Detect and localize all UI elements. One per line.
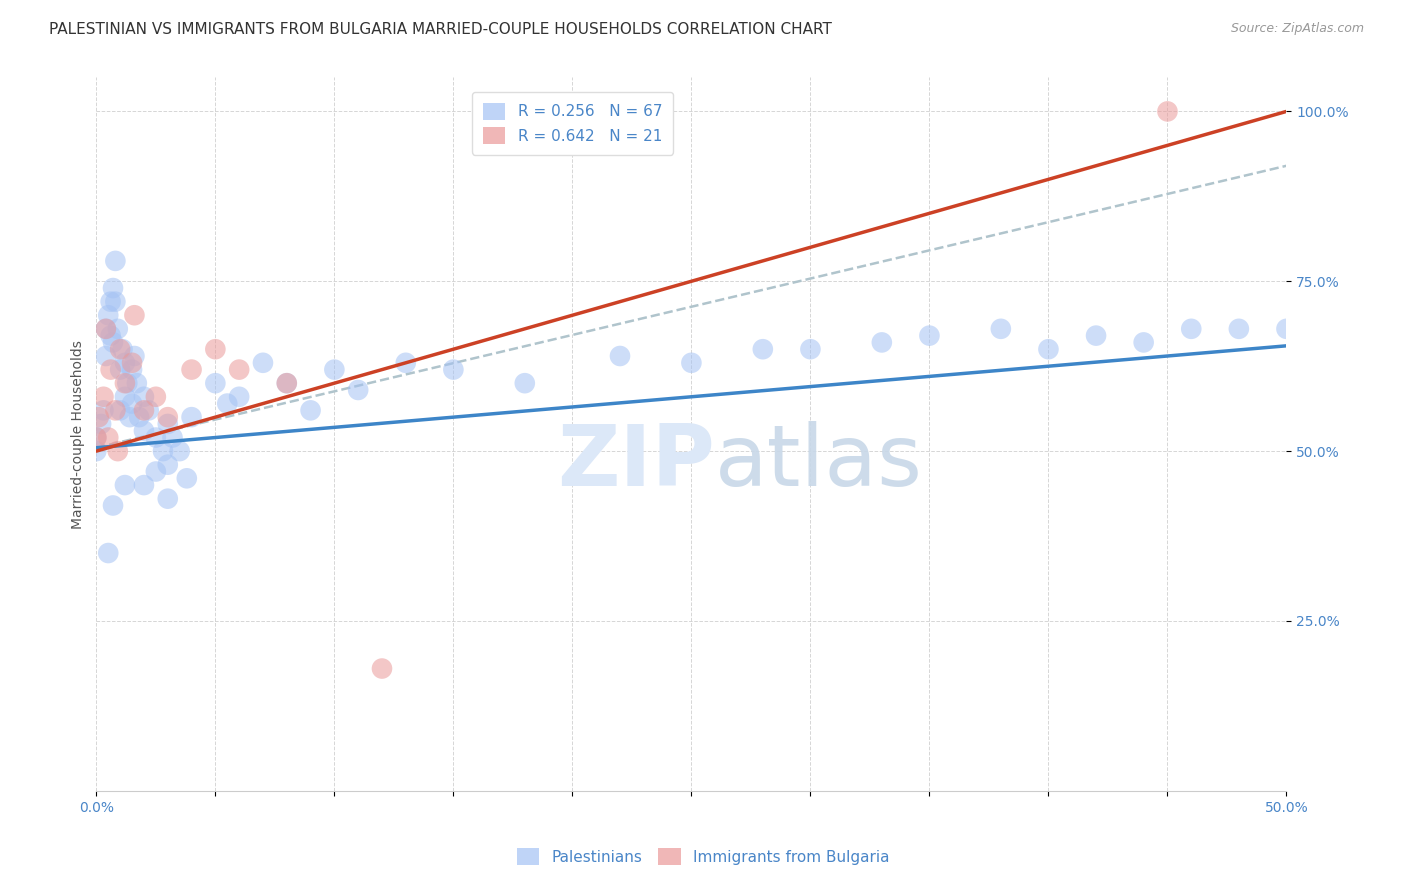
Point	[97, 308, 120, 322]
Point	[132, 390, 155, 404]
Point	[114, 376, 136, 391]
Point	[180, 410, 202, 425]
Point	[204, 342, 226, 356]
Point	[101, 499, 124, 513]
Point	[128, 410, 150, 425]
Point	[204, 376, 226, 391]
Point	[395, 356, 418, 370]
Point	[138, 403, 160, 417]
Point	[990, 322, 1012, 336]
Point	[90, 417, 112, 431]
Point	[145, 431, 167, 445]
Point	[111, 342, 134, 356]
Point	[1132, 335, 1154, 350]
Point	[1038, 342, 1060, 356]
Legend: Palestinians, Immigrants from Bulgaria: Palestinians, Immigrants from Bulgaria	[510, 842, 896, 871]
Point	[228, 390, 250, 404]
Point	[117, 376, 139, 391]
Text: PALESTINIAN VS IMMIGRANTS FROM BULGARIA MARRIED-COUPLE HOUSEHOLDS CORRELATION CH: PALESTINIAN VS IMMIGRANTS FROM BULGARIA …	[49, 22, 832, 37]
Point	[104, 294, 127, 309]
Point	[108, 362, 131, 376]
Point	[870, 335, 893, 350]
Legend: R = 0.256   N = 67, R = 0.642   N = 21: R = 0.256 N = 67, R = 0.642 N = 21	[472, 92, 673, 154]
Point	[1156, 104, 1178, 119]
Point	[180, 362, 202, 376]
Point	[1275, 322, 1298, 336]
Point	[132, 478, 155, 492]
Point	[101, 281, 124, 295]
Point	[107, 322, 129, 336]
Point	[86, 444, 108, 458]
Point	[104, 253, 127, 268]
Point	[101, 335, 124, 350]
Y-axis label: Married-couple Households: Married-couple Households	[72, 340, 86, 529]
Text: atlas: atlas	[716, 421, 924, 504]
Point	[1085, 328, 1108, 343]
Point	[145, 465, 167, 479]
Point	[121, 356, 143, 370]
Point	[681, 356, 703, 370]
Point	[94, 349, 117, 363]
Point	[513, 376, 536, 391]
Point	[276, 376, 298, 391]
Point	[347, 383, 370, 397]
Point	[176, 471, 198, 485]
Text: ZIP: ZIP	[557, 421, 716, 504]
Point	[609, 349, 631, 363]
Point	[104, 403, 127, 417]
Point	[114, 390, 136, 404]
Point	[918, 328, 941, 343]
Point	[97, 431, 120, 445]
Point	[100, 294, 122, 309]
Point	[162, 431, 184, 445]
Point	[132, 403, 155, 417]
Point	[252, 356, 274, 370]
Point	[156, 458, 179, 472]
Point	[156, 417, 179, 431]
Point	[441, 362, 464, 376]
Point	[86, 431, 108, 445]
Point	[276, 376, 298, 391]
Point	[217, 396, 239, 410]
Point	[93, 403, 115, 417]
Point	[124, 308, 146, 322]
Point	[107, 444, 129, 458]
Point	[323, 362, 346, 376]
Point	[86, 431, 108, 445]
Point	[299, 403, 322, 417]
Point	[156, 410, 179, 425]
Point	[1227, 322, 1250, 336]
Point	[93, 390, 115, 404]
Point	[100, 328, 122, 343]
Point	[97, 546, 120, 560]
Text: Source: ZipAtlas.com: Source: ZipAtlas.com	[1230, 22, 1364, 36]
Point	[152, 444, 174, 458]
Point	[87, 410, 110, 425]
Point	[228, 362, 250, 376]
Point	[156, 491, 179, 506]
Point	[371, 661, 394, 675]
Point	[100, 362, 122, 376]
Point	[121, 362, 143, 376]
Point	[108, 403, 131, 417]
Point	[94, 322, 117, 336]
Point	[121, 396, 143, 410]
Point	[108, 342, 131, 356]
Point	[124, 349, 146, 363]
Point	[132, 424, 155, 438]
Point	[145, 390, 167, 404]
Point	[114, 478, 136, 492]
Point	[125, 376, 148, 391]
Point	[752, 342, 775, 356]
Point	[799, 342, 821, 356]
Point	[94, 322, 117, 336]
Point	[114, 356, 136, 370]
Point	[1180, 322, 1202, 336]
Point	[169, 444, 191, 458]
Point	[118, 410, 141, 425]
